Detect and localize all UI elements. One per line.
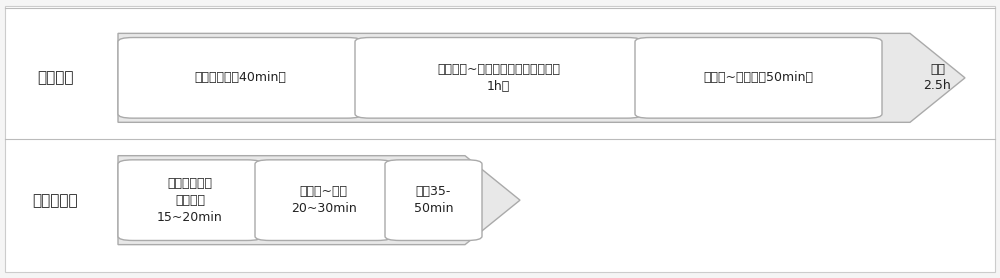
Text: 本发明方法: 本发明方法 bbox=[32, 193, 78, 208]
Text: 脱蜡复水前处
理三合一
15~20min: 脱蜡复水前处 理三合一 15~20min bbox=[157, 177, 223, 224]
FancyBboxPatch shape bbox=[118, 160, 262, 240]
Polygon shape bbox=[118, 33, 965, 122]
Text: 传统方法: 传统方法 bbox=[37, 70, 73, 85]
Text: 盐酸处理~硫氰酸钠处理等步骤（约
1h）: 盐酸处理~硫氰酸钠处理等步骤（约 1h） bbox=[437, 63, 560, 93]
FancyBboxPatch shape bbox=[635, 38, 882, 118]
FancyBboxPatch shape bbox=[255, 160, 392, 240]
Text: 脱蜡复水（约40min）: 脱蜡复水（约40min） bbox=[194, 71, 286, 84]
Text: 全程
2.5h: 全程 2.5h bbox=[924, 63, 951, 92]
FancyBboxPatch shape bbox=[5, 6, 995, 272]
Text: 酶消化~脱水（约50min）: 酶消化~脱水（约50min） bbox=[704, 71, 814, 84]
Text: 全程35-
50min: 全程35- 50min bbox=[414, 185, 453, 215]
Text: 酶消化~脱水
20~30min: 酶消化~脱水 20~30min bbox=[291, 185, 356, 215]
FancyBboxPatch shape bbox=[385, 160, 482, 240]
FancyBboxPatch shape bbox=[355, 38, 642, 118]
Polygon shape bbox=[118, 156, 520, 245]
FancyBboxPatch shape bbox=[118, 38, 362, 118]
